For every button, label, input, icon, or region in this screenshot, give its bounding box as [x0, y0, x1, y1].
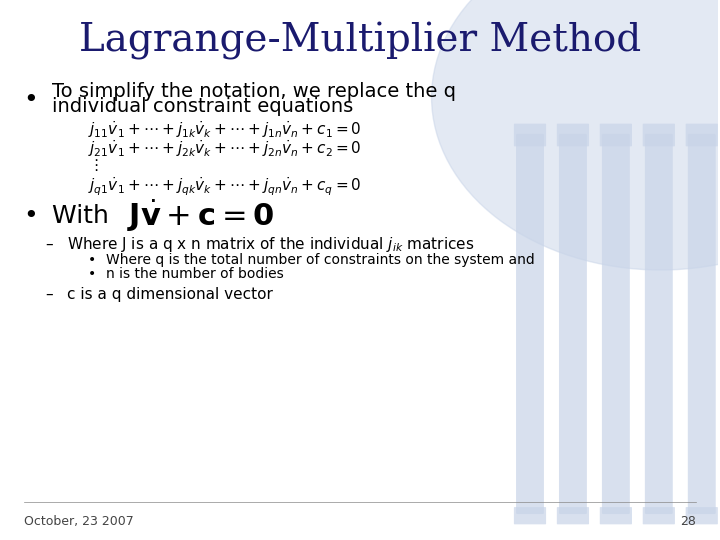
FancyBboxPatch shape — [600, 507, 632, 524]
Text: $j_{11}\dot{v}_1 +\cdots + j_{1k}\dot{v}_k +\cdots + j_{1n}\dot{v}_n + c_1 = 0$: $j_{11}\dot{v}_1 +\cdots + j_{1k}\dot{v}… — [88, 119, 361, 140]
Text: •: • — [24, 204, 38, 228]
Text: individual constraint equations: individual constraint equations — [53, 97, 354, 117]
Text: $j_{q1}\dot{v}_1 +\cdots + j_{qk}\dot{v}_k +\cdots + j_{qn}\dot{v}_n + c_q = 0$: $j_{q1}\dot{v}_1 +\cdots + j_{qk}\dot{v}… — [88, 175, 361, 198]
Text: To simplify the notation, we replace the q: To simplify the notation, we replace the… — [53, 82, 456, 102]
FancyBboxPatch shape — [602, 134, 630, 514]
FancyBboxPatch shape — [645, 134, 672, 514]
FancyBboxPatch shape — [514, 124, 546, 146]
Text: •: • — [88, 253, 96, 267]
FancyBboxPatch shape — [688, 134, 716, 514]
Text: –: – — [45, 237, 53, 252]
Text: •: • — [88, 267, 96, 281]
FancyBboxPatch shape — [557, 124, 589, 146]
Text: Where q is the total number of constraints on the system and: Where q is the total number of constrain… — [106, 253, 535, 267]
FancyBboxPatch shape — [685, 507, 718, 524]
FancyBboxPatch shape — [600, 124, 632, 146]
FancyBboxPatch shape — [643, 124, 675, 146]
FancyBboxPatch shape — [557, 507, 589, 524]
FancyBboxPatch shape — [516, 134, 544, 514]
FancyBboxPatch shape — [559, 134, 587, 514]
FancyBboxPatch shape — [685, 124, 718, 146]
Text: $\mathbf{J}\dot{\mathbf{v}} + \mathbf{c} = \mathbf{0}$: $\mathbf{J}\dot{\mathbf{v}} + \mathbf{c}… — [127, 198, 275, 234]
Text: October, 23 2007: October, 23 2007 — [24, 515, 133, 528]
FancyBboxPatch shape — [514, 507, 546, 524]
Text: $\vdots$: $\vdots$ — [88, 157, 99, 173]
Text: Where J is a q x n matrix of the individual $j_{ik}$ matrices: Where J is a q x n matrix of the individ… — [66, 234, 474, 254]
Text: –: – — [45, 287, 53, 302]
Text: •: • — [24, 88, 38, 112]
Circle shape — [431, 0, 720, 270]
Text: With: With — [53, 204, 117, 228]
Text: $j_{21}\dot{v}_1 +\cdots + j_{2k}\dot{v}_k +\cdots + j_{2n}\dot{v}_n + c_2 = 0$: $j_{21}\dot{v}_1 +\cdots + j_{2k}\dot{v}… — [88, 138, 361, 159]
Text: 28: 28 — [680, 515, 696, 528]
Text: c is a q dimensional vector: c is a q dimensional vector — [66, 287, 272, 302]
Text: n is the number of bodies: n is the number of bodies — [106, 267, 284, 281]
Text: Lagrange-Multiplier Method: Lagrange-Multiplier Method — [79, 22, 641, 59]
FancyBboxPatch shape — [643, 507, 675, 524]
